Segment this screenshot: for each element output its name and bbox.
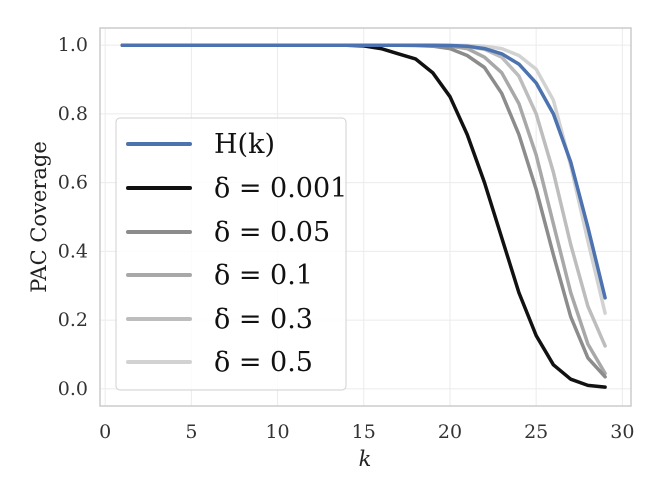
x-tick-label: 30	[610, 421, 634, 443]
x-axis-label: k	[359, 447, 372, 471]
y-axis-label: PAC Coverage	[27, 141, 51, 293]
x-tick-label: 5	[185, 421, 197, 443]
x-tick-label: 15	[352, 421, 376, 443]
legend-label: δ = 0.05	[214, 217, 330, 248]
y-tick-label: 0.6	[58, 172, 88, 194]
legend-label: H(k)	[214, 129, 275, 160]
x-tick-label: 25	[524, 421, 548, 443]
legend-label: δ = 0.1	[214, 260, 313, 291]
x-tick-label: 0	[99, 421, 111, 443]
y-tick-label: 0.4	[58, 240, 88, 262]
series-line	[120, 43, 607, 300]
legend-label: δ = 0.001	[214, 173, 347, 204]
x-tick-label: 20	[438, 421, 462, 443]
x-tick-label: 10	[265, 421, 289, 443]
y-tick-label: 0.8	[58, 103, 88, 125]
legend-label: δ = 0.5	[214, 347, 313, 378]
legend-items: H(k) δ = 0.001 δ = 0.05 δ = 0.1 δ = 0.3 δ = 0…	[126, 129, 347, 378]
x-tick-labels: 0 5 10 15 20 25 30	[99, 421, 634, 443]
y-tick-label: 1.0	[58, 34, 88, 56]
plot-frame	[99, 27, 632, 407]
y-tick-label: 0.0	[58, 378, 88, 400]
y-tick-labels: 0.0 0.2 0.4 0.6 0.8 1.0	[58, 34, 88, 400]
y-tick-label: 0.2	[58, 309, 88, 331]
series-lines	[120, 43, 607, 389]
legend: H(k) δ = 0.001 δ = 0.05 δ = 0.1 δ = 0.3 δ = 0…	[115, 117, 347, 391]
legend-label: δ = 0.3	[214, 304, 313, 335]
